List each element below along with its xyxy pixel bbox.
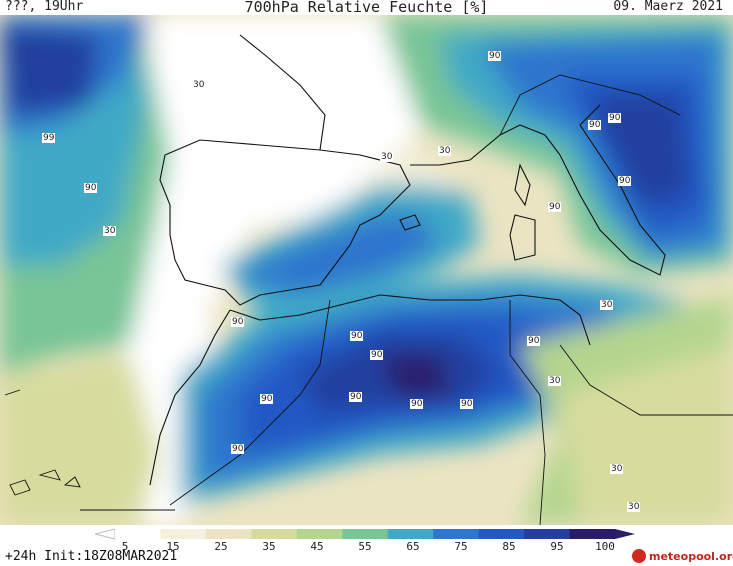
contour-label: 30 bbox=[548, 376, 562, 386]
contour-label: 90 bbox=[231, 317, 245, 327]
morocco-coast bbox=[149, 309, 231, 486]
contour-label: 30 bbox=[192, 80, 206, 90]
contour-label: 90 bbox=[588, 120, 602, 130]
contour-label: 99 bbox=[42, 133, 56, 143]
contour-label: 90 bbox=[260, 394, 274, 404]
legend-label: 35 bbox=[262, 540, 276, 553]
legend-label: 65 bbox=[406, 540, 420, 553]
legend-label: 55 bbox=[358, 540, 372, 553]
contour-label: 90 bbox=[410, 399, 424, 409]
legend-swatch bbox=[342, 529, 389, 539]
meteopool-logo-text: meteopool.org bbox=[649, 549, 733, 563]
contour-label: 90 bbox=[460, 399, 474, 409]
legend-swatch bbox=[478, 529, 525, 539]
legend-label: 5 bbox=[121, 540, 129, 553]
legend-swatch bbox=[205, 529, 252, 539]
italy-coast bbox=[559, 104, 666, 276]
legend-swatch bbox=[160, 529, 207, 539]
contour-label: 30 bbox=[627, 502, 641, 512]
forecast-init: +24h Init:18Z08MAR2021 bbox=[5, 549, 178, 564]
coastlines bbox=[4, 34, 733, 525]
contour-label: 90 bbox=[350, 331, 364, 341]
contour-label: 90 bbox=[618, 176, 632, 186]
map-title: 700hPa Relative Feuchte [%] bbox=[244, 0, 489, 16]
meteopool-logo-icon bbox=[632, 549, 646, 563]
legend-arrow-high bbox=[615, 529, 635, 539]
iberia-coast bbox=[159, 139, 411, 306]
border-algeria-tunisia-libya bbox=[509, 300, 546, 525]
legend-swatch bbox=[251, 529, 298, 539]
legend-arrow-low bbox=[95, 529, 116, 540]
north-africa-coast bbox=[229, 294, 591, 346]
contour-label: 90 bbox=[608, 113, 622, 123]
contour-label: 30 bbox=[438, 146, 452, 156]
libya-coast bbox=[559, 344, 733, 416]
contour-label: 90 bbox=[231, 444, 245, 454]
legend-label: 25 bbox=[214, 540, 228, 553]
legend-label: 100 bbox=[595, 540, 615, 553]
balearics bbox=[399, 214, 421, 231]
legend-label: 45 bbox=[310, 540, 324, 553]
legend-swatch bbox=[387, 529, 434, 539]
border-morocco-algeria bbox=[169, 299, 331, 506]
legend-swatch bbox=[524, 529, 571, 539]
valid-date: 09. Maerz 2021 bbox=[613, 0, 723, 14]
contour-label: 30 bbox=[600, 300, 614, 310]
meteopool-logo[interactable]: meteopool.org bbox=[632, 546, 733, 566]
legend-swatch bbox=[569, 529, 616, 539]
contour-label: 30 bbox=[103, 226, 117, 236]
contour-label: 90 bbox=[548, 202, 562, 212]
humidity-map bbox=[0, 15, 733, 525]
legend-label: 15 bbox=[166, 540, 180, 553]
legend-label: 85 bbox=[502, 540, 516, 553]
contour-label: 90 bbox=[370, 350, 384, 360]
contour-label: 90 bbox=[349, 392, 363, 402]
alps-border bbox=[499, 74, 681, 136]
sardinia bbox=[509, 214, 536, 261]
contour-label: 90 bbox=[527, 336, 541, 346]
canary-islands bbox=[4, 389, 81, 496]
france-atlantic-coast bbox=[239, 34, 326, 151]
legend-label: 75 bbox=[454, 540, 468, 553]
contour-label: 30 bbox=[610, 464, 624, 474]
corsica bbox=[514, 163, 531, 207]
legend-swatch bbox=[433, 529, 480, 539]
legend-label: 95 bbox=[550, 540, 564, 553]
contour-label: 30 bbox=[380, 152, 394, 162]
legend-swatch bbox=[296, 529, 343, 539]
legend-swatch bbox=[115, 529, 161, 539]
contour-label: 90 bbox=[84, 183, 98, 193]
contour-label: 90 bbox=[488, 51, 502, 61]
humidity-legend bbox=[95, 529, 635, 540]
valid-time: ???, 19Uhr bbox=[5, 0, 84, 14]
